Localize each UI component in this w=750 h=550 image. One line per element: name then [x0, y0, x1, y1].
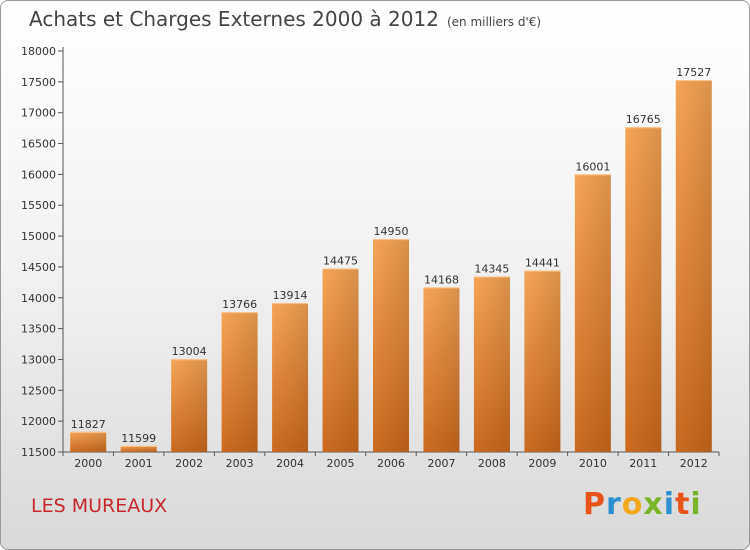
y-tick-label: 17500 — [21, 76, 56, 89]
value-label-2012: 17527 — [676, 66, 711, 79]
bar-shade-2006 — [373, 239, 409, 452]
value-label-2006: 14950 — [374, 225, 409, 238]
chart-title-text: Achats et Charges Externes 2000 à 2012 — [29, 7, 439, 31]
y-tick-label: 15000 — [21, 230, 56, 243]
y-tick-label: 11500 — [21, 446, 56, 459]
bar-shade-2002 — [171, 359, 208, 452]
x-tick-label-2003: 2003 — [226, 457, 254, 470]
y-tick-label: 17000 — [21, 107, 56, 120]
x-tick-label-2009: 2009 — [528, 457, 556, 470]
x-tick-label-2011: 2011 — [629, 457, 657, 470]
value-label-2000: 11827 — [71, 418, 106, 431]
y-tick-label: 12500 — [21, 384, 56, 397]
bar-shade-2001 — [120, 445, 157, 452]
value-label-2003: 13766 — [222, 298, 257, 311]
logo-letter: r — [606, 487, 622, 522]
x-tick-label-2012: 2012 — [680, 457, 708, 470]
y-tick-label: 15500 — [21, 199, 56, 212]
chart-axes: 11500 12000 12500 13000 13500 14000 14500 15000… — [21, 45, 720, 470]
logo-letter: t — [675, 487, 691, 522]
logo-letter: i — [663, 487, 676, 522]
y-tick-label: 18000 — [21, 45, 56, 58]
y-tick-label: 16500 — [21, 138, 56, 151]
y-tick-label: 13000 — [21, 353, 56, 366]
bar-shade-2012 — [675, 80, 712, 453]
bar-shade-2009 — [524, 270, 561, 452]
x-tick-label-2008: 2008 — [478, 457, 506, 470]
value-label-2011: 16765 — [626, 113, 661, 126]
logo-letter: P — [583, 487, 606, 522]
value-label-2009: 14441 — [525, 257, 560, 270]
logo-letter: x — [643, 487, 664, 522]
bar-shade-2011 — [625, 127, 662, 452]
value-label-2007: 14168 — [424, 273, 459, 286]
y-tick-label: 16000 — [21, 168, 56, 181]
chart-value-labels: 11827 11599 13004 13766 13914 14475 14950 14168… — [71, 66, 712, 445]
x-tick-label-2005: 2005 — [327, 457, 355, 470]
x-tick-label-2000: 2000 — [74, 457, 102, 470]
chart-subtitle: (en milliers d'€) — [446, 15, 542, 29]
bar-shade-2010 — [574, 174, 611, 452]
value-label-2005: 14475 — [323, 254, 358, 267]
proxiti-logo: Proxiti — [583, 487, 702, 522]
x-tick-label-2007: 2007 — [427, 457, 455, 470]
city-name: LES MUREAUX — [31, 495, 168, 517]
logo-letter: o — [621, 487, 644, 522]
y-tick-label: 13500 — [21, 323, 56, 336]
bar-shade-2004 — [272, 303, 309, 452]
value-label-2002: 13004 — [172, 345, 207, 358]
y-tick-label: 14000 — [21, 292, 56, 305]
x-tick-label-2006: 2006 — [377, 457, 405, 470]
x-tick-label-2001: 2001 — [125, 457, 153, 470]
chart-bars — [70, 80, 712, 453]
y-tick-label: 12000 — [21, 415, 56, 428]
bar-shade-2005 — [322, 268, 359, 452]
value-label-2001: 11599 — [121, 432, 156, 445]
chart-title: Achats et Charges Externes 2000 à 2012 (e… — [29, 7, 541, 31]
value-label-2008: 14345 — [474, 262, 509, 275]
bar-shade-2003 — [221, 312, 258, 452]
bar-shade-2000 — [70, 431, 107, 452]
x-tick-label-2004: 2004 — [276, 457, 304, 470]
x-tick-label-2010: 2010 — [579, 457, 607, 470]
logo-letter: i — [690, 487, 702, 522]
bar-shade-2008 — [473, 276, 510, 452]
value-label-2010: 16001 — [575, 160, 610, 173]
x-tick-label-2002: 2002 — [175, 457, 203, 470]
y-tick-label: 14500 — [21, 261, 56, 274]
bar-shade-2007 — [423, 287, 460, 452]
value-label-2004: 13914 — [273, 289, 308, 302]
